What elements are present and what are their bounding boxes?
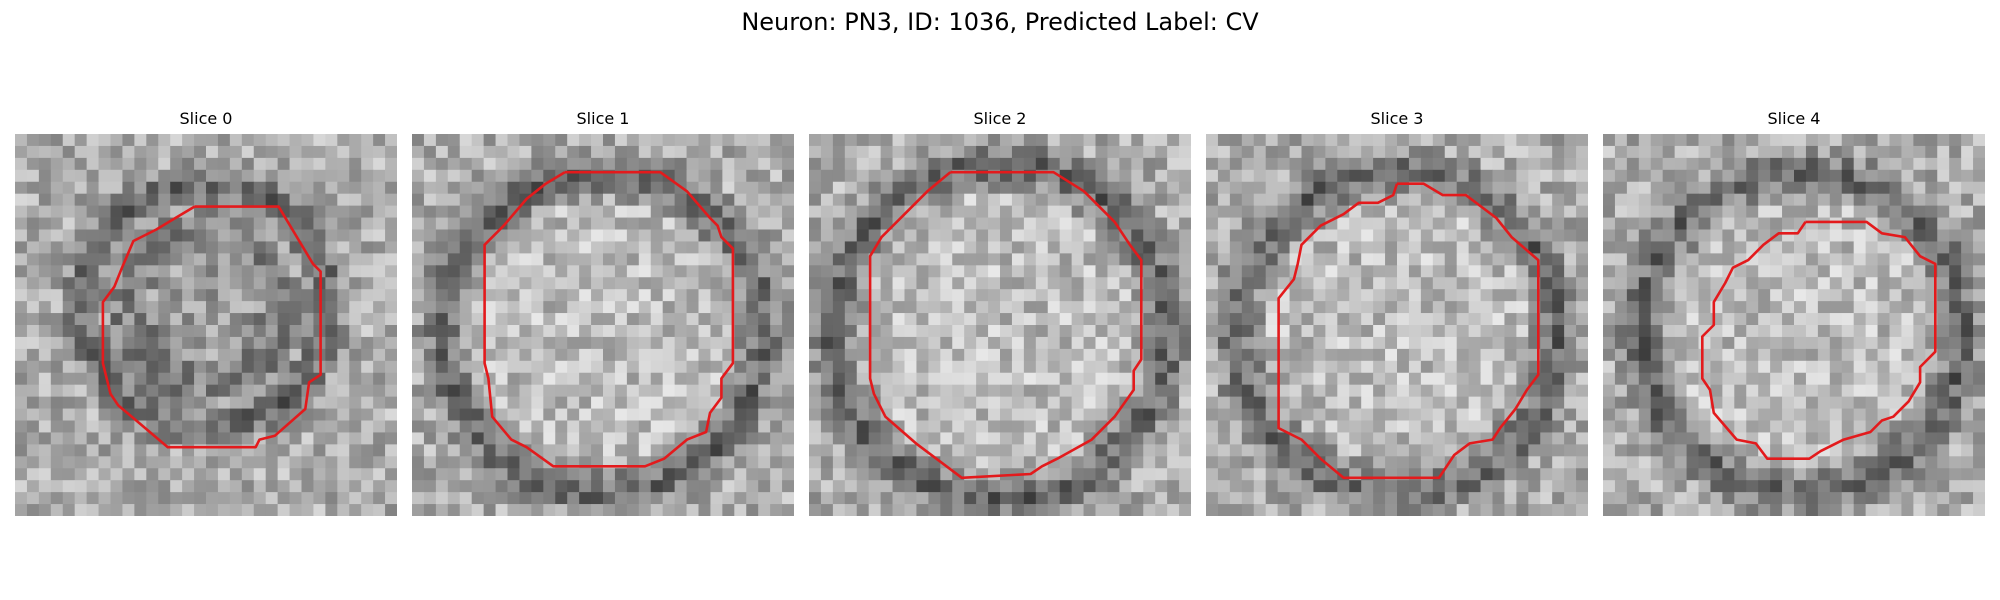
figure-title: Neuron: PN3, ID: 1036, Predicted Label: … [741, 8, 1259, 36]
slice-title-4: Slice 4 [1767, 109, 1821, 128]
segmentation-contour [101, 205, 322, 449]
slice-title-2: Slice 2 [973, 109, 1027, 128]
slice-pixels [1603, 134, 1985, 516]
slice-image-2 [809, 134, 1191, 516]
slice-pixels [809, 134, 1191, 516]
slice-title-0: Slice 0 [179, 109, 233, 128]
slice-image-3 [1206, 134, 1588, 516]
slice-image-0 [15, 134, 397, 516]
slice-title-3: Slice 3 [1370, 109, 1424, 128]
slice-image-4 [1603, 134, 1985, 516]
slice-title-1: Slice 1 [576, 109, 630, 128]
segmentation-contour [1701, 220, 1937, 461]
segmentation-contour [1277, 182, 1540, 480]
slice-pixels [1206, 134, 1588, 516]
segmentation-contour [868, 170, 1143, 480]
slice-pixels [412, 134, 794, 516]
slice-image-1 [412, 134, 794, 516]
segmentation-contour [483, 170, 735, 468]
slice-pixels [15, 134, 397, 516]
